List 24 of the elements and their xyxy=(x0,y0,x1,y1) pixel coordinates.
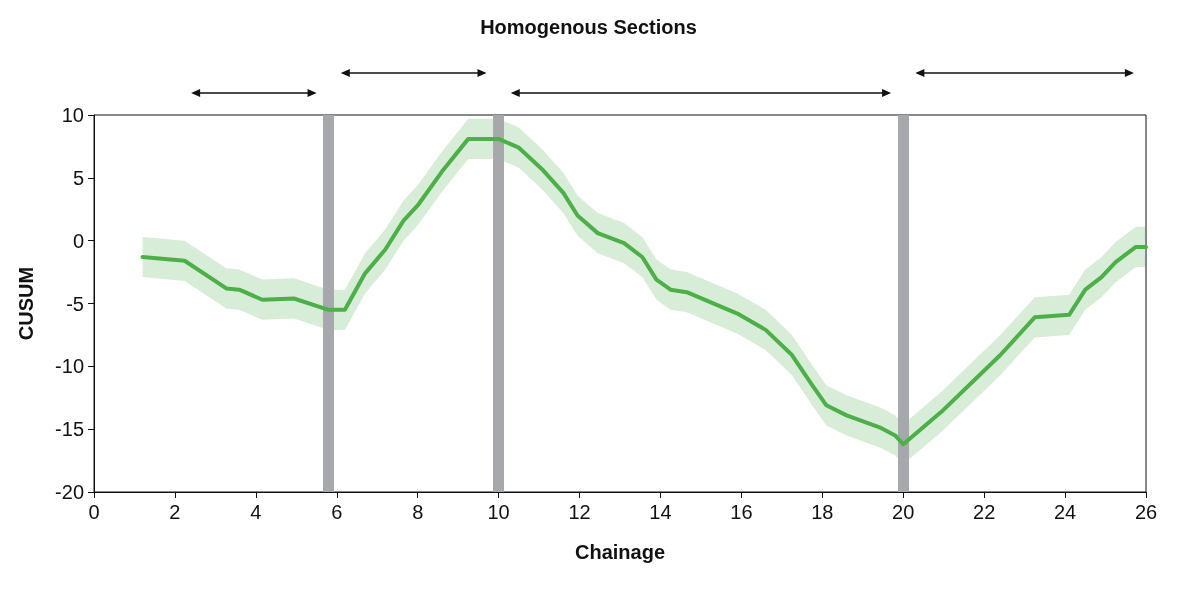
x-tick-label: 6 xyxy=(331,501,343,523)
x-tick-label: 22 xyxy=(973,501,996,523)
chart-title: Homogenous Sections xyxy=(480,16,697,38)
y-tick-label: 10 xyxy=(61,104,84,126)
x-tick-label: 24 xyxy=(1053,501,1077,523)
x-tick-label: 20 xyxy=(892,501,915,523)
y-tick-label: -20 xyxy=(55,481,84,503)
y-tick-label: -5 xyxy=(66,292,84,315)
x-tick-label: 4 xyxy=(250,501,262,523)
y-tick-label: -15 xyxy=(55,418,84,441)
x-tick-label: 18 xyxy=(811,501,834,523)
y-axis-title: CUSUM xyxy=(15,266,37,341)
x-tick-label: 16 xyxy=(730,501,753,523)
x-tick-label: 2 xyxy=(169,501,181,523)
x-tick-label: 12 xyxy=(568,501,591,523)
y-tick-label: 5 xyxy=(72,166,84,189)
x-tick-label: 26 xyxy=(1134,501,1158,523)
x-tick-label: 14 xyxy=(649,501,672,523)
y-tick-label: 0 xyxy=(72,229,84,252)
x-tick-label: 0 xyxy=(88,501,100,523)
y-tick-label: -10 xyxy=(55,355,84,378)
x-tick-label: 8 xyxy=(412,501,424,523)
x-tick-label: 10 xyxy=(487,501,510,523)
x-axis-title: Chainage xyxy=(574,541,666,563)
